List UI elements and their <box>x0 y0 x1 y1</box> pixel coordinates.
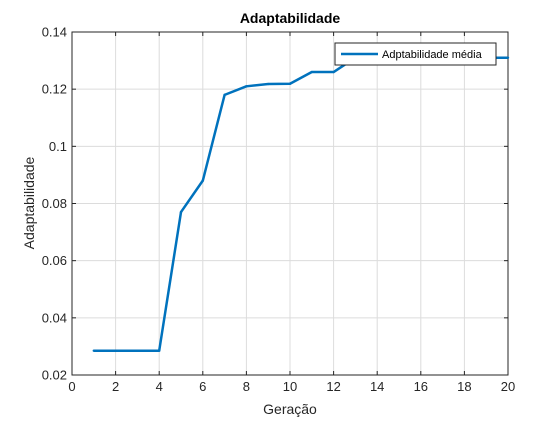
chart-title: Adaptabilidade <box>240 10 341 26</box>
x-axis-ticks: 0 2 4 6 8 10 12 14 16 18 20 <box>68 32 515 394</box>
y-tick-label: 0.04 <box>42 310 67 325</box>
y-axis-ticks: 0.02 0.04 0.06 0.08 0.1 0.12 0.14 <box>42 25 508 383</box>
data-point <box>506 56 510 59</box>
x-axis-label: Geração <box>263 401 317 417</box>
legend-box <box>334 42 497 66</box>
y-tick-label: 0.08 <box>42 196 67 211</box>
x-tick-label: 20 <box>501 379 515 394</box>
data-point <box>332 70 335 74</box>
data-point <box>201 179 204 182</box>
x-tick-label: 8 <box>243 379 250 394</box>
data-point <box>288 82 292 85</box>
data-point <box>114 349 117 352</box>
data-point <box>245 85 248 88</box>
y-tick-label: 0.02 <box>42 368 67 383</box>
x-tick-label: 6 <box>199 379 206 394</box>
x-tick-label: 2 <box>112 379 119 394</box>
data-point <box>267 82 270 86</box>
y-axis-label: Adaptabilidade <box>21 156 37 249</box>
x-tick-label: 0 <box>68 379 75 394</box>
y-grid <box>72 88 508 319</box>
x-tick-label: 10 <box>283 379 297 394</box>
legend: Adptabilidade média <box>334 42 497 66</box>
x-tick-label: 16 <box>414 379 428 394</box>
data-point <box>92 349 96 352</box>
legend-label-adaptabilidade-media: Adptabilidade média <box>382 49 483 61</box>
y-tick-label: 0.06 <box>42 253 67 268</box>
x-tick-label: 4 <box>156 379 163 394</box>
data-point <box>223 93 226 97</box>
data-point <box>136 349 139 352</box>
x-tick-label: 14 <box>370 379 384 394</box>
data-point <box>179 210 183 214</box>
x-tick-label: 18 <box>457 379 471 394</box>
y-tick-label: 0.1 <box>49 139 67 154</box>
data-point <box>310 70 313 74</box>
x-tick-label: 12 <box>326 379 340 394</box>
y-tick-label: 0.14 <box>42 25 67 40</box>
y-tick-label: 0.12 <box>42 82 67 97</box>
data-point <box>158 349 161 352</box>
